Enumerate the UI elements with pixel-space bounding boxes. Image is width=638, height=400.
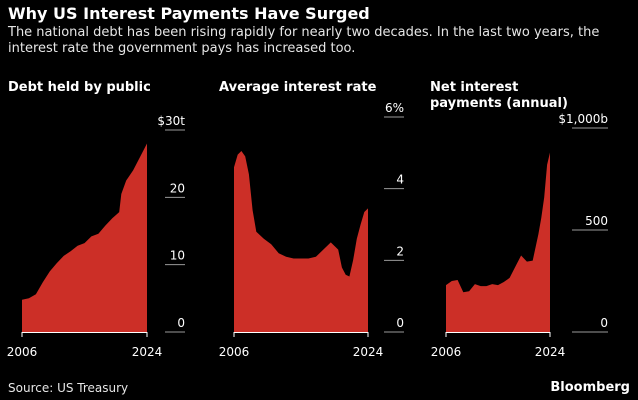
y-tick-label-debt-1: 20: [170, 181, 185, 195]
area-series-rate: [234, 151, 368, 332]
x-tick-label-payments-1: 2024: [535, 345, 566, 359]
y-tick-label-payments-0: $1,000b: [558, 112, 608, 126]
y-tick-label-debt-2: 10: [170, 249, 185, 263]
area-series-debt: [22, 143, 147, 332]
x-tick-label-debt-1: 2024: [132, 345, 163, 359]
y-tick-label-debt-0: $30t: [157, 114, 185, 128]
source-note: Source: US Treasury: [8, 381, 129, 395]
chart-title: Why US Interest Payments Have Surged: [8, 4, 370, 23]
y-tick-label-rate-1: 4: [396, 173, 404, 187]
y-tick-label-rate-2: 2: [396, 244, 404, 258]
area-series-payments: [446, 152, 550, 332]
y-tick-label-rate-0: 6%: [385, 101, 404, 115]
x-tick-label-rate-0: 2006: [219, 345, 250, 359]
y-tick-label-debt-3: 0: [177, 316, 185, 330]
panel-payments: $1,000b 500 0 2006 2024: [431, 112, 608, 359]
x-tick-label-debt-0: 2006: [7, 345, 38, 359]
x-tick-label-rate-1: 2024: [353, 345, 384, 359]
y-tick-label-rate-3: 0: [396, 316, 404, 330]
panel-title-rate: Average interest rate: [219, 80, 377, 95]
chart-subtitle: The national debt has been rising rapidl…: [8, 25, 600, 56]
y-tick-label-payments-1: 500: [585, 214, 608, 228]
panel-rate: 6% 4 2 0 2006 2024: [219, 101, 404, 359]
x-tick-label-payments-0: 2006: [431, 345, 462, 359]
y-tick-label-payments-2: 0: [600, 316, 608, 330]
panel-title-debt: Debt held by public: [8, 80, 151, 95]
panel-title-payments: Net interest payments (annual): [430, 80, 568, 111]
brand-logo: Bloomberg: [550, 380, 630, 395]
panel-debt: $30t 20 10 0 2006 2024: [7, 114, 186, 359]
